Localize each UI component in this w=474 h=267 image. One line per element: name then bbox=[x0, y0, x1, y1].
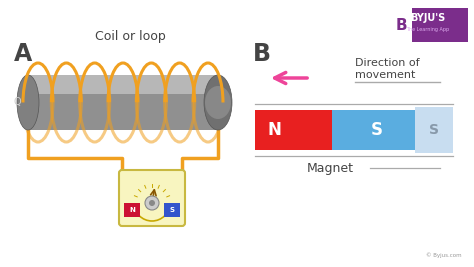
Text: BYJU'S: BYJU'S bbox=[410, 13, 446, 23]
Bar bbox=[164, 203, 180, 217]
Text: B: B bbox=[395, 18, 407, 33]
Text: The Learning App: The Learning App bbox=[406, 28, 449, 33]
Text: S: S bbox=[371, 121, 383, 139]
FancyBboxPatch shape bbox=[119, 170, 185, 226]
Circle shape bbox=[145, 196, 159, 210]
Ellipse shape bbox=[17, 75, 39, 130]
Text: Q: Q bbox=[13, 97, 21, 108]
Text: S: S bbox=[170, 207, 174, 213]
Text: Direction of
movement: Direction of movement bbox=[355, 58, 419, 80]
Text: © Byjus.com: © Byjus.com bbox=[427, 252, 462, 258]
Text: Magnet: Magnet bbox=[307, 162, 354, 175]
Text: Coil or loop: Coil or loop bbox=[95, 30, 165, 43]
Bar bbox=[390, 8, 468, 42]
Text: B: B bbox=[253, 42, 271, 66]
Bar bbox=[332, 110, 415, 150]
Text: S: S bbox=[429, 123, 439, 137]
Ellipse shape bbox=[205, 86, 231, 119]
Text: N: N bbox=[129, 207, 135, 213]
Bar bbox=[390, 8, 412, 42]
Text: N: N bbox=[267, 121, 281, 139]
Bar bbox=[255, 110, 332, 150]
Bar bbox=[28, 75, 218, 130]
Bar bbox=[124, 203, 140, 217]
Circle shape bbox=[149, 200, 155, 206]
Text: A: A bbox=[14, 42, 32, 66]
Ellipse shape bbox=[204, 75, 232, 130]
Bar bbox=[28, 75, 218, 94]
Bar bbox=[415, 107, 453, 153]
